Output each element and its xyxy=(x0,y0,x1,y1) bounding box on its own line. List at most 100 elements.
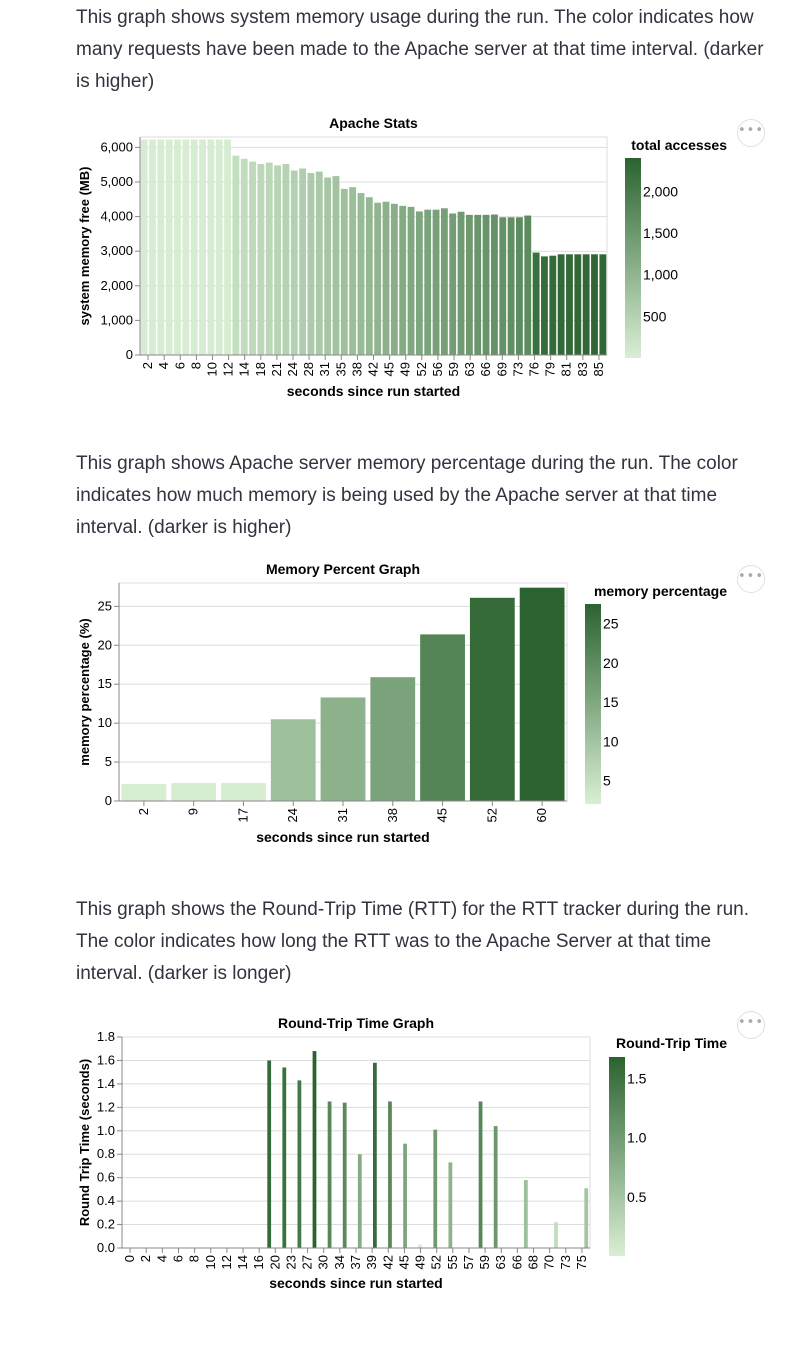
bar xyxy=(407,206,415,355)
x-tick-label: 8 xyxy=(187,1255,202,1262)
x-tick-label: 9 xyxy=(186,808,201,815)
chart-3-menu-button[interactable]: ••• xyxy=(737,1011,765,1039)
bar xyxy=(557,254,565,355)
bar xyxy=(374,202,382,355)
bar xyxy=(574,254,582,355)
legend-title: Round-Trip Time xyxy=(616,1035,727,1051)
x-tick-label: 63 xyxy=(493,1255,508,1269)
bar xyxy=(449,213,457,355)
bar xyxy=(327,1101,332,1248)
bar xyxy=(507,217,515,355)
y-tick-label: 1.0 xyxy=(97,1123,115,1138)
bar xyxy=(265,162,273,355)
legend-label: 20 xyxy=(603,655,619,671)
bar xyxy=(582,254,590,355)
x-tick-label: 66 xyxy=(478,362,493,376)
bar xyxy=(240,158,248,355)
y-axis-title: system memory free (MB) xyxy=(77,167,92,326)
chart-1-menu-button[interactable]: ••• xyxy=(737,119,765,147)
x-tick-label: 83 xyxy=(575,362,590,376)
bar xyxy=(349,187,357,355)
y-axis-title: memory percentage (%) xyxy=(77,618,92,765)
y-tick-label: 0.6 xyxy=(97,1170,115,1185)
bar xyxy=(382,201,390,355)
y-tick-label: 1.4 xyxy=(97,1076,115,1091)
y-axis-title: Round Trip Time (seconds) xyxy=(77,1059,92,1226)
x-tick-label: 59 xyxy=(477,1255,492,1269)
bar xyxy=(399,205,407,355)
bar xyxy=(432,209,440,355)
bar xyxy=(282,1067,287,1248)
bar xyxy=(342,1102,347,1248)
bar xyxy=(140,139,148,355)
bar xyxy=(267,1060,272,1248)
x-tick-label: 24 xyxy=(285,362,300,376)
y-tick-label: 15 xyxy=(98,676,112,691)
x-tick-label: 49 xyxy=(398,362,413,376)
x-tick-label: 38 xyxy=(349,362,364,376)
bar xyxy=(149,139,156,355)
bar xyxy=(448,1162,453,1248)
x-tick-label: 45 xyxy=(382,362,397,376)
bar xyxy=(457,211,465,355)
bar xyxy=(532,252,540,355)
bar xyxy=(257,163,265,355)
legend-gradient xyxy=(609,1057,625,1256)
x-tick-label: 56 xyxy=(430,362,445,376)
round-trip-time-chart: 0.00.20.40.60.81.01.21.41.61.80 2 4 6 8 10 12 1… xyxy=(77,1015,727,1291)
y-tick-label: 6,000 xyxy=(100,139,133,154)
legend-label: 0.5 xyxy=(627,1189,647,1205)
bar xyxy=(307,172,315,355)
bar xyxy=(433,1129,438,1248)
y-tick-label: 20 xyxy=(98,637,112,652)
bar xyxy=(415,211,423,355)
bar xyxy=(499,217,507,355)
x-tick-label: 49 xyxy=(413,1255,428,1269)
bar xyxy=(282,163,290,355)
x-axis-title: seconds since run started xyxy=(287,383,461,399)
y-tick-label: 0.4 xyxy=(97,1193,115,1208)
legend-gradient xyxy=(625,158,641,358)
bar xyxy=(474,214,482,355)
legend-label: 1.0 xyxy=(627,1130,647,1146)
x-tick-label: 31 xyxy=(335,808,350,822)
x-tick-label: 6 xyxy=(172,362,187,369)
x-tick-label: 39 xyxy=(364,1255,379,1269)
chart-title: Apache Stats xyxy=(329,115,418,131)
chart-2-menu-button[interactable]: ••• xyxy=(737,565,765,593)
x-tick-label: 68 xyxy=(526,1255,541,1269)
bar xyxy=(566,254,573,355)
bar xyxy=(599,254,607,355)
bar xyxy=(469,597,515,801)
x-tick-label: 31 xyxy=(317,362,332,376)
x-tick-label: 4 xyxy=(154,1255,169,1262)
bar xyxy=(232,155,240,355)
description-paragraph-3: This graph shows the Round-Trip Time (RT… xyxy=(76,899,749,984)
bar xyxy=(171,783,217,801)
x-tick-label: 57 xyxy=(461,1255,476,1269)
bar xyxy=(121,783,167,801)
memory-percent-chart: 0 5 10 15 20 25 2 9 17 24 31 38 45 52 60 Memory Percent… xyxy=(77,561,727,845)
x-tick-label: 20 xyxy=(267,1255,282,1269)
bar xyxy=(440,208,448,355)
bar xyxy=(315,171,323,355)
x-tick-label: 0 xyxy=(122,1255,137,1262)
bar xyxy=(491,214,498,355)
bar xyxy=(221,783,266,801)
description-paragraph-2: This graph shows Apache server memory pe… xyxy=(76,453,738,538)
x-axis-title: seconds since run started xyxy=(269,1275,443,1291)
bar xyxy=(297,1080,302,1248)
legend-title: memory percentage xyxy=(594,583,727,599)
legend-label: 1.5 xyxy=(627,1070,647,1086)
x-tick-label: 34 xyxy=(332,1255,347,1269)
chart-title: Memory Percent Graph xyxy=(266,561,420,577)
bar xyxy=(290,170,298,355)
bar xyxy=(554,1222,558,1248)
more-icon: ••• xyxy=(738,569,765,584)
x-tick-label: 4 xyxy=(156,362,171,369)
bar xyxy=(388,1101,392,1248)
x-tick-label: 14 xyxy=(237,362,252,376)
x-tick-label: 79 xyxy=(543,362,558,376)
bar xyxy=(372,1062,377,1248)
